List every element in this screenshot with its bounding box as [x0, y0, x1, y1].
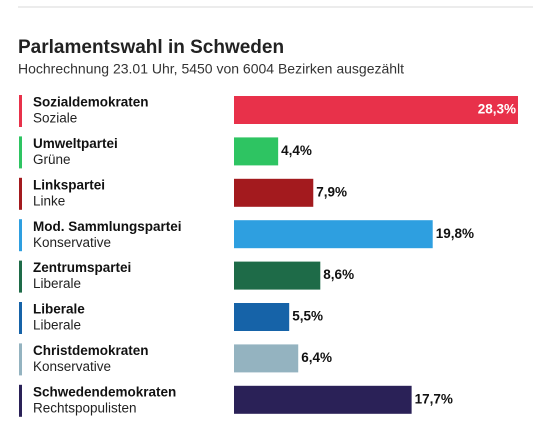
bar	[234, 220, 433, 249]
party-group: Rechtspopulisten	[33, 400, 137, 415]
row-marker	[19, 260, 22, 293]
value-label: 17,7%	[415, 391, 453, 406]
value-label: 7,9%	[316, 184, 347, 199]
value-label: 5,5%	[292, 309, 323, 324]
bar	[234, 303, 290, 331]
party-name: Umweltpartei	[33, 136, 118, 151]
party-group: Konservative	[33, 235, 111, 250]
value-label: 4,4%	[281, 143, 312, 158]
party-name: Linkspartei	[33, 177, 105, 192]
party-group: Liberale	[33, 276, 81, 291]
chart-title: Parlamentswahl in Schweden	[18, 37, 284, 58]
party-group: Liberale	[33, 318, 81, 333]
party-name: Christdemokraten	[33, 343, 149, 358]
row-marker	[19, 136, 22, 169]
bar	[234, 178, 314, 207]
bar	[234, 261, 321, 290]
value-label: 28,3%	[478, 102, 516, 117]
chart-subtitle: Hochrechnung 23.01 Uhr, 5450 von 6004 Be…	[18, 61, 404, 77]
value-label: 8,6%	[323, 267, 354, 282]
row-marker	[19, 95, 22, 127]
party-group: Grüne	[33, 152, 71, 167]
value-label: 19,8%	[436, 226, 474, 241]
row-marker	[19, 177, 22, 210]
bar	[234, 137, 279, 166]
value-label: 6,4%	[301, 350, 332, 365]
party-name: Schwedendemokraten	[33, 384, 176, 399]
party-group: Konservative	[33, 359, 111, 374]
row-marker	[19, 302, 22, 334]
bar	[234, 385, 412, 414]
party-name: Mod. Sammlungspartei	[33, 219, 182, 234]
party-name: Sozialdemokraten	[33, 95, 149, 110]
party-group: Soziale	[33, 111, 77, 126]
party-group: Linke	[33, 193, 65, 208]
party-name: Zentrumspartei	[33, 260, 131, 275]
bar	[234, 96, 518, 124]
row-marker	[19, 219, 22, 252]
row-marker	[19, 384, 22, 417]
row-marker	[19, 343, 22, 376]
bar	[234, 344, 299, 373]
party-name: Liberale	[33, 302, 85, 317]
